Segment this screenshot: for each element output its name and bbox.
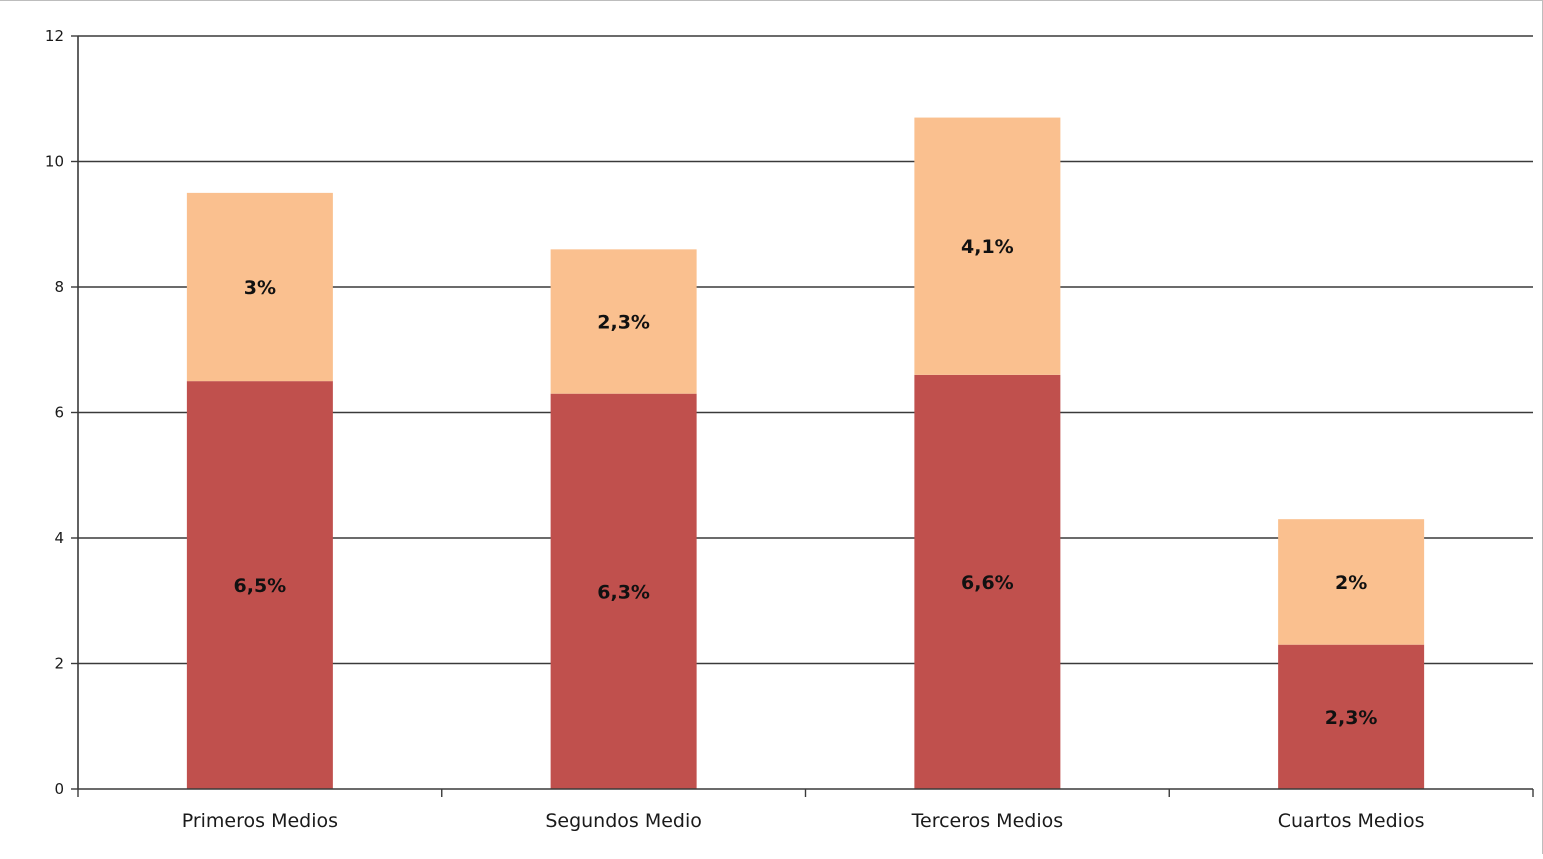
bar-segment	[914, 374, 1061, 789]
y-tick-label: 4	[54, 529, 64, 547]
y-tick-label: 6	[54, 404, 64, 422]
y-tick-label: 10	[45, 153, 64, 171]
x-category-label: Cuartos Medios	[1278, 810, 1425, 832]
data-label: 4,1%	[961, 236, 1014, 258]
bar-segment	[1278, 519, 1425, 645]
data-label: 2,3%	[597, 312, 650, 334]
labels: 0 2 4 6 8 10 12 6,5% 3% Primeros Medios 6,3% 2,3% Se…	[45, 27, 1425, 832]
y-tick-label: 8	[54, 278, 64, 296]
x-category-label: Terceros Medios	[911, 810, 1064, 832]
axes	[71, 35, 1534, 797]
y-tick-label: 12	[45, 27, 64, 45]
bar-segment	[550, 249, 697, 394]
bar-segment	[550, 393, 697, 789]
y-tick-label: 2	[54, 655, 64, 673]
bar-segment	[186, 381, 333, 789]
bar-segment	[914, 117, 1061, 375]
data-label: 6,3%	[597, 581, 650, 603]
data-label: 2%	[1335, 572, 1367, 594]
data-label: 6,5%	[234, 575, 287, 597]
bars	[186, 117, 1425, 789]
bar-segment	[1278, 644, 1425, 789]
data-label: 6,6%	[961, 572, 1014, 594]
bar-segment	[186, 192, 333, 382]
y-tick-label: 0	[54, 780, 64, 798]
data-label: 2,3%	[1325, 707, 1378, 729]
x-category-label: Primeros Medios	[182, 810, 338, 832]
data-label: 3%	[244, 277, 276, 299]
x-category-label: Segundos Medio	[545, 810, 702, 832]
